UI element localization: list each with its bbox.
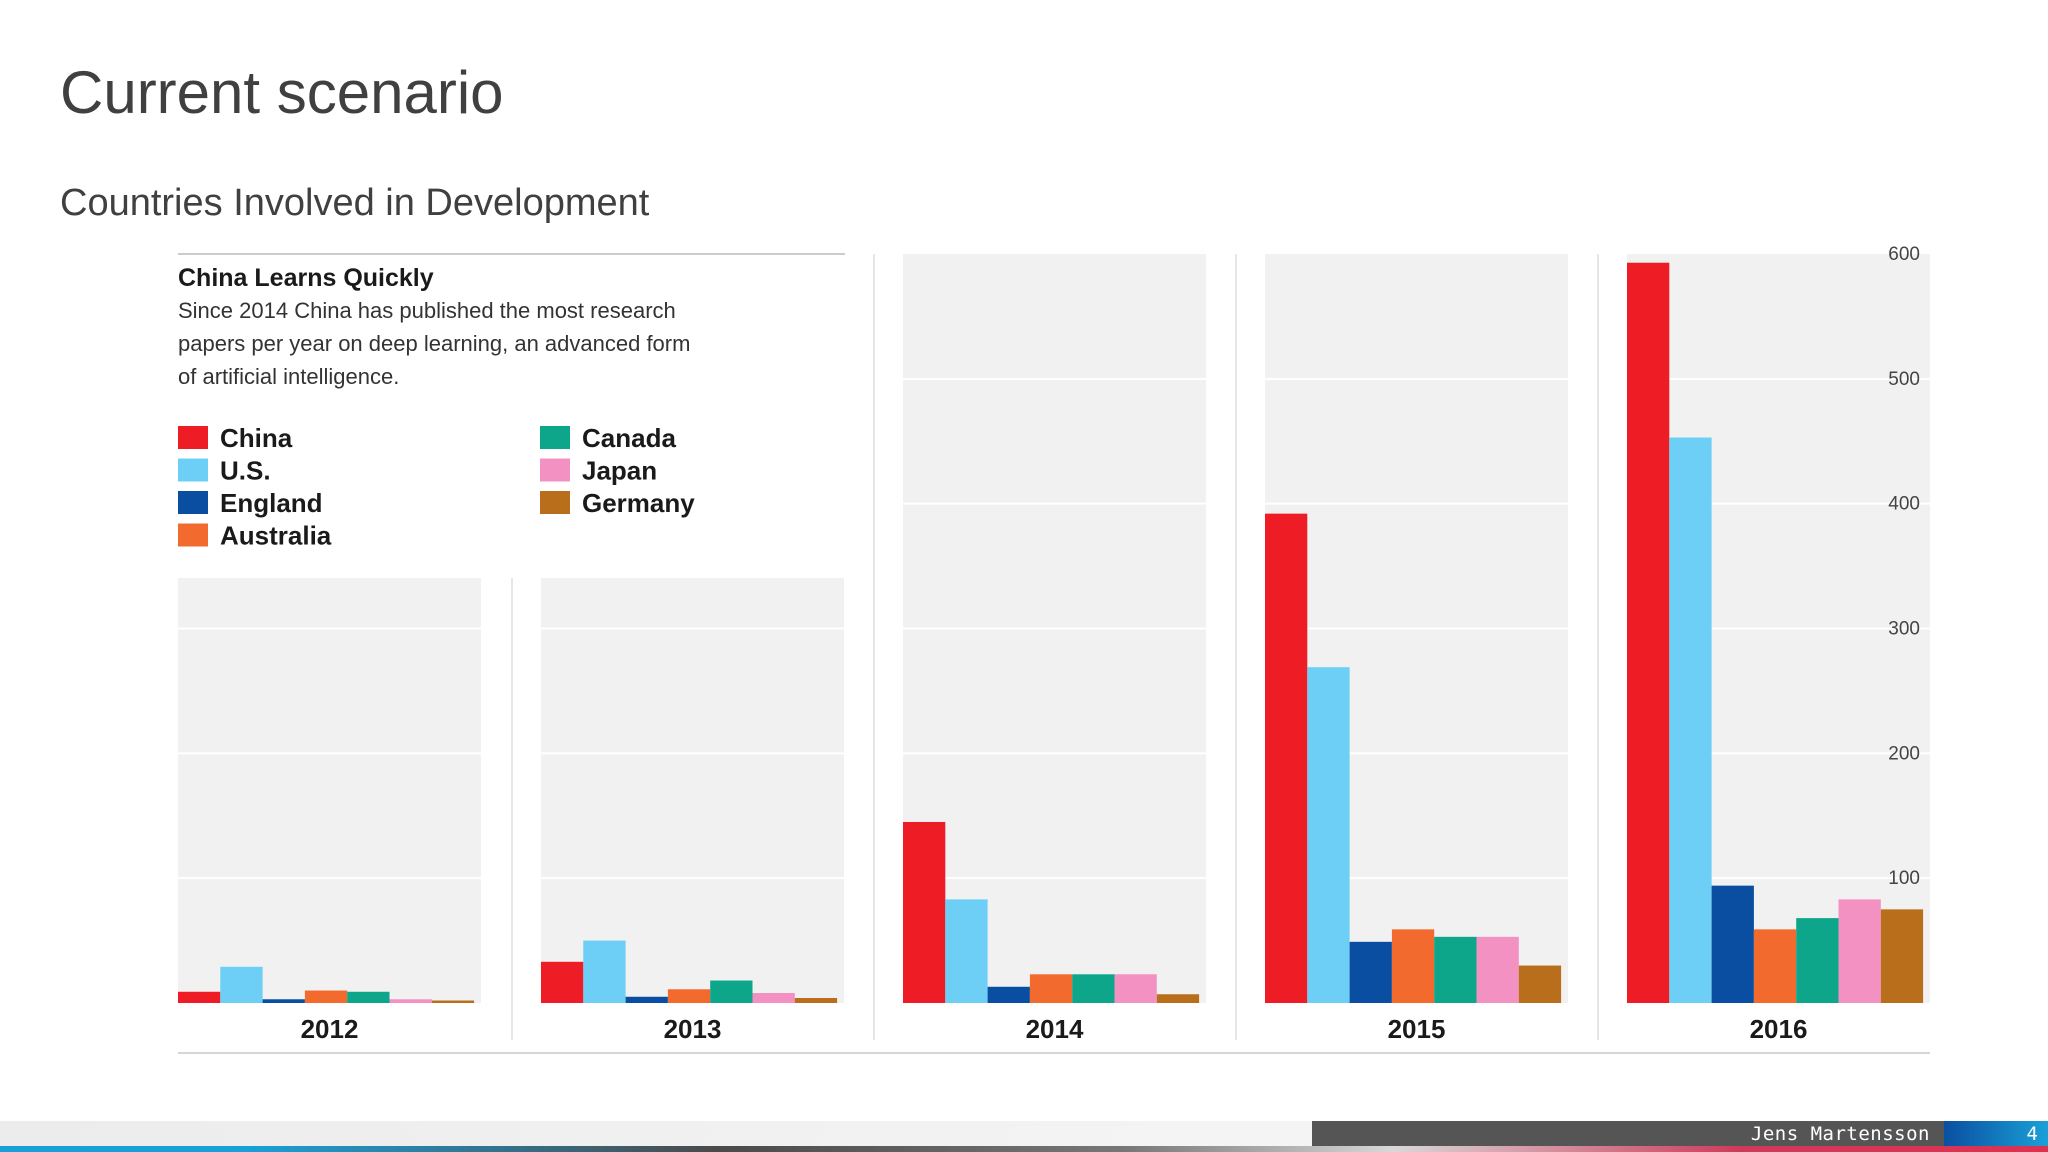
bar-2014-china <box>903 821 946 1003</box>
y-tick-200: 200 <box>1888 743 1920 764</box>
y-tick-600: 600 <box>1888 244 1920 265</box>
year-label-2015: 2015 <box>1388 1014 1446 1044</box>
bar-2013-u-s <box>583 940 626 1003</box>
y-tick-400: 400 <box>1888 494 1920 515</box>
bar-2012-china <box>178 991 221 1003</box>
panel-bg-2012 <box>178 578 481 1003</box>
legend-swatch-australia <box>178 523 208 547</box>
y-tick-300: 300 <box>1888 619 1920 640</box>
chart-description-line-2: papers per year on deep learning, an adv… <box>178 331 690 356</box>
footer-accent-stripe <box>0 1146 2048 1152</box>
footer-author: Jens Martensson <box>1750 1122 1930 1145</box>
legend-label-england: England <box>220 488 323 518</box>
legend-label-japan: Japan <box>582 456 657 486</box>
slide-title: Current scenario <box>60 59 504 126</box>
bar-2015-germany <box>1518 965 1562 1003</box>
bar-2012-canada <box>347 991 390 1003</box>
legend-label-australia: Australia <box>220 521 332 551</box>
bar-2014-canada <box>1072 974 1115 1003</box>
bar-2012-u-s <box>220 966 263 1003</box>
bar-2014-australia <box>1029 974 1073 1003</box>
bar-2013-england <box>625 996 668 1003</box>
legend-swatch-canada <box>540 426 570 449</box>
panel-bg-2013 <box>541 578 844 1003</box>
legend-label-u-s: U.S. <box>220 456 271 486</box>
bar-2015-japan <box>1476 936 1519 1003</box>
year-label-2014: 2014 <box>1026 1014 1084 1044</box>
legend-label-china: China <box>220 423 293 453</box>
y-tick-100: 100 <box>1888 868 1920 889</box>
bar-2015-canada <box>1434 936 1477 1003</box>
legend-swatch-u-s <box>178 458 208 482</box>
year-label-2012: 2012 <box>301 1014 359 1044</box>
legend-swatch-germany <box>540 491 570 514</box>
chart-title: China Learns Quickly <box>178 264 434 292</box>
y-tick-500: 500 <box>1888 369 1920 390</box>
legend-label-canada: Canada <box>582 423 676 453</box>
bar-2013-japan <box>752 993 795 1003</box>
bar-2016-australia <box>1753 929 1797 1003</box>
year-label-2013: 2013 <box>664 1014 722 1044</box>
legend-label-germany: Germany <box>582 488 695 518</box>
footer-page-box: 4 <box>1944 1121 2048 1146</box>
chart-panels: 2012 2013 2014 2015 2016 <box>178 254 1930 1044</box>
legend-swatch-japan <box>540 458 570 482</box>
bar-2015-china <box>1265 513 1308 1003</box>
bar-2016-china <box>1627 262 1670 1003</box>
bar-2013-china <box>541 961 584 1003</box>
bar-2012-germany <box>431 1000 475 1003</box>
chart-description-line-1: Since 2014 China has published the most … <box>178 298 676 323</box>
bar-2014-england <box>987 986 1030 1003</box>
bar-2015-u-s <box>1307 667 1350 1003</box>
bar-2016-england <box>1711 885 1754 1003</box>
footer-author-box: Jens Martensson <box>1312 1121 1944 1146</box>
bar-2012-australia <box>304 990 348 1003</box>
bar-2014-u-s <box>945 899 988 1003</box>
bar-2016-germany <box>1880 909 1924 1003</box>
bar-2016-japan <box>1838 899 1881 1003</box>
bar-2012-japan <box>389 999 432 1003</box>
page-number: 4 <box>2026 1122 2038 1145</box>
legend-swatch-china <box>178 426 208 449</box>
bar-2015-australia <box>1391 929 1435 1003</box>
bar-2013-germany <box>794 998 838 1003</box>
bar-2012-england <box>262 999 305 1003</box>
bar-2016-canada <box>1796 918 1839 1003</box>
year-label-2016: 2016 <box>1750 1014 1808 1044</box>
bar-2014-germany <box>1156 994 1200 1003</box>
bar-2016-u-s <box>1669 437 1712 1003</box>
bar-2015-england <box>1349 941 1392 1003</box>
bar-2014-japan <box>1114 974 1157 1003</box>
y-axis-ticks: 100 200 300 400 500 600 <box>1888 244 1920 889</box>
slide-subtitle: Countries Involved in Development <box>60 182 650 224</box>
bar-2013-canada <box>710 980 753 1003</box>
chart-description-line-3: of artificial intelligence. <box>178 364 399 389</box>
bar-2013-australia <box>667 989 711 1003</box>
legend-swatch-england <box>178 491 208 514</box>
chart: China Learns Quickly Since 2014 China ha… <box>178 244 1930 1054</box>
